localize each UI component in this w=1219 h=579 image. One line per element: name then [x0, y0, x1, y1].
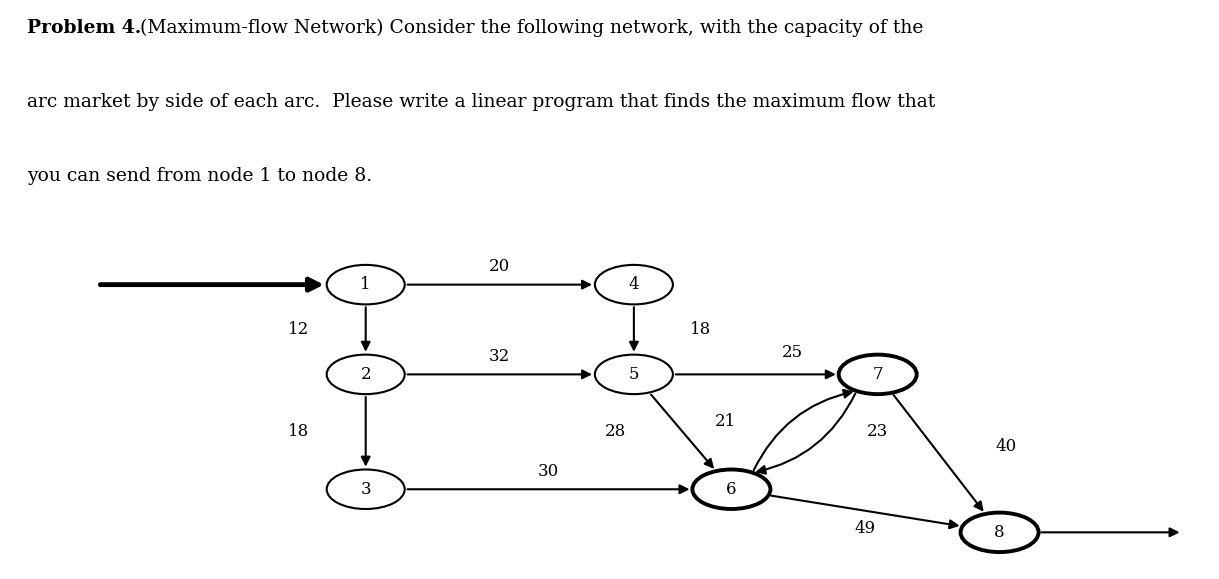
Ellipse shape [839, 354, 917, 394]
Ellipse shape [327, 354, 405, 394]
Ellipse shape [595, 265, 673, 305]
Ellipse shape [327, 265, 405, 305]
Text: arc market by side of each arc.  Please write a linear program that finds the ma: arc market by side of each arc. Please w… [27, 93, 935, 111]
Text: 12: 12 [288, 321, 310, 338]
Text: 1: 1 [361, 276, 371, 293]
Text: 7: 7 [873, 366, 883, 383]
Text: Problem 4.: Problem 4. [27, 19, 141, 36]
Text: 8: 8 [995, 524, 1004, 541]
Text: 32: 32 [489, 348, 511, 365]
Ellipse shape [692, 470, 770, 509]
Text: 21: 21 [714, 413, 736, 430]
Text: 49: 49 [855, 521, 876, 537]
Text: 40: 40 [995, 438, 1017, 455]
Text: 4: 4 [629, 276, 639, 293]
Text: 6: 6 [727, 481, 736, 498]
Ellipse shape [327, 470, 405, 509]
Text: 30: 30 [538, 463, 560, 480]
Text: 2: 2 [361, 366, 371, 383]
Text: 18: 18 [288, 423, 310, 440]
Text: 25: 25 [781, 345, 803, 361]
Text: you can send from node 1 to node 8.: you can send from node 1 to node 8. [27, 167, 372, 185]
Text: 28: 28 [605, 423, 627, 440]
Text: 23: 23 [867, 423, 889, 440]
Ellipse shape [595, 354, 673, 394]
Text: 5: 5 [629, 366, 639, 383]
Text: 20: 20 [489, 258, 511, 275]
Text: (Maximum-flow Network) Consider the following network, with the capacity of the: (Maximum-flow Network) Consider the foll… [140, 19, 924, 37]
Text: 18: 18 [690, 321, 712, 338]
Text: 3: 3 [361, 481, 371, 498]
Ellipse shape [961, 512, 1039, 552]
